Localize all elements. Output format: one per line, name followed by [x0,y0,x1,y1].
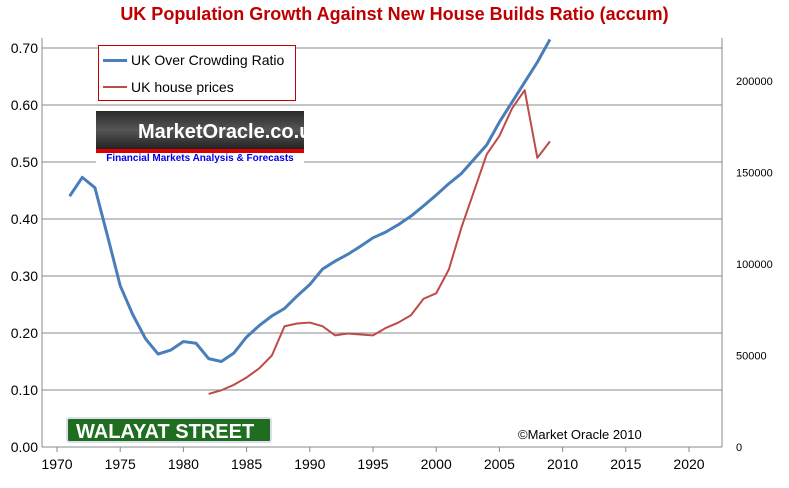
logo-text: MarketOracle.co.uk [96,111,323,153]
walayat-street-logo: WALAYAT STREET [66,417,272,443]
legend-swatch [103,58,127,62]
y-tick-left: 0.40 [11,211,38,227]
market-oracle-logo: MarketOracle.co.uk Financial Markets Ana… [96,111,323,169]
x-tick: 1980 [168,456,199,472]
y-tick-right: 200000 [736,76,773,88]
legend: UK Over Crowding Ratio UK house prices [98,45,296,101]
x-tick: 1975 [105,456,136,472]
copyright: ©Market Oracle 2010 [518,427,642,442]
y-tick-right: 100000 [736,259,773,271]
y-tick-left: 0.60 [11,97,38,113]
y-tick-left: 0.00 [11,439,38,455]
legend-swatch [103,86,127,88]
legend-label: UK Over Crowding Ratio [131,52,285,68]
walayat-text: WALAYAT STREET [76,421,255,443]
x-tick: 2015 [610,456,641,472]
x-tick: 1970 [41,456,72,472]
series-line-house-prices [208,89,551,395]
x-tick: 1995 [357,456,388,472]
x-tick: 2005 [484,456,515,472]
x-tick: 1985 [231,456,262,472]
legend-item: UK house prices [103,79,234,95]
y-tick-right: 50000 [736,351,767,363]
legend-item: UK Over Crowding Ratio [103,52,284,68]
y-tick-left: 0.20 [11,325,38,341]
y-tick-right: 0 [736,442,742,454]
x-tick: 1990 [294,456,325,472]
y-tick-left: 0.30 [11,268,38,284]
x-tick: 2000 [421,456,452,472]
y-tick-right: 150000 [736,168,773,180]
x-tick: 2020 [673,456,704,472]
logo-tagline: Financial Markets Analysis & Forecasts [96,153,304,164]
y-tick-left: 0.10 [11,382,38,398]
chart-title: UK Population Growth Against New House B… [120,4,669,24]
x-tick: 2010 [547,456,578,472]
legend-label: UK house prices [131,79,234,95]
y-tick-left: 0.70 [11,40,38,56]
y-tick-left: 0.50 [11,154,38,170]
